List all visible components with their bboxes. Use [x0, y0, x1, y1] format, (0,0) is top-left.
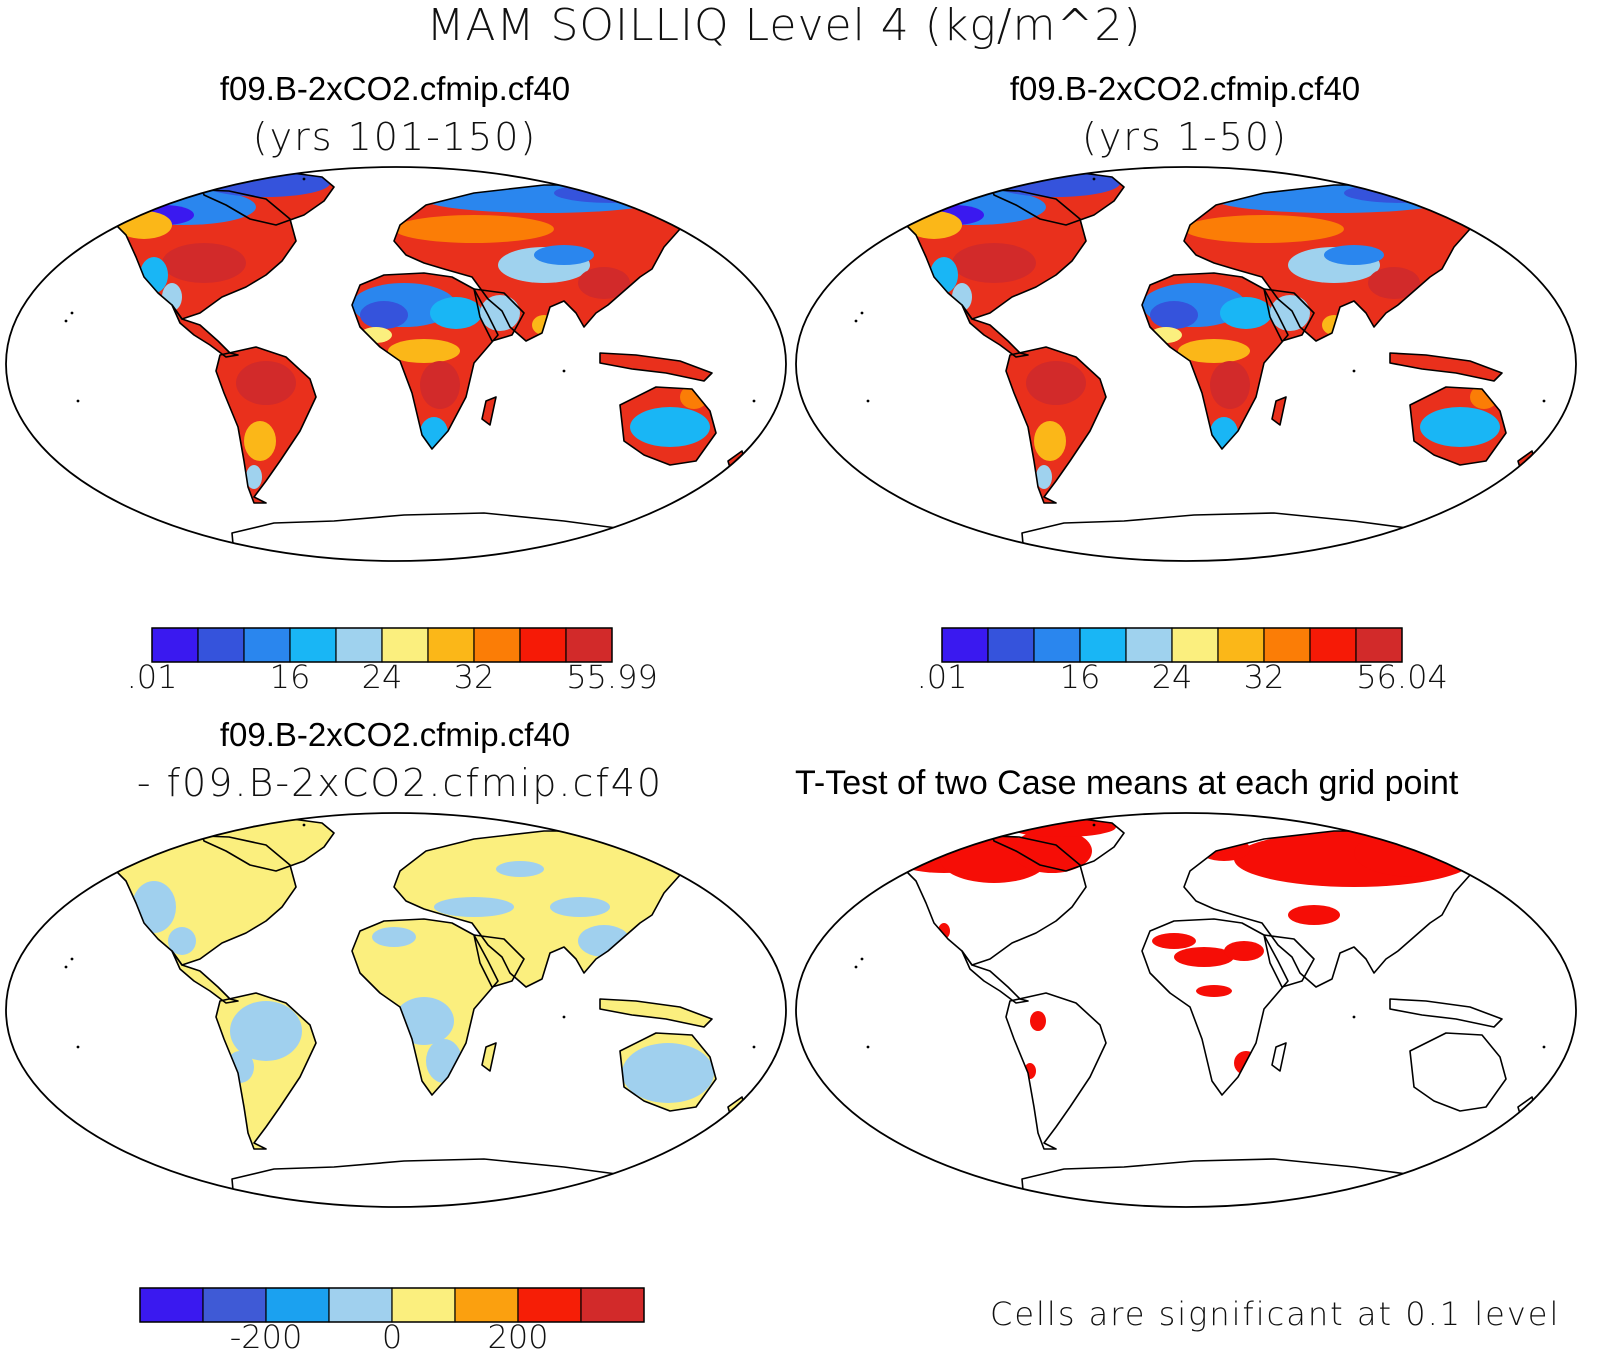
map-panel-2 [795, 166, 1577, 562]
panel3-subtitle: - f09.B-2xCO2.cfmip.cf40 [136, 761, 664, 805]
colorbar-tick-label: .01 [917, 658, 968, 696]
colorbar-swatch [335, 627, 383, 663]
colorbar-swatch [517, 1287, 582, 1323]
map-panel-4 [795, 812, 1577, 1208]
colorbar-swatch [941, 627, 989, 663]
page-title: MAM SOILLIQ Level 4 (kg/m^2) [426, 0, 1142, 51]
colorbar-swatch [289, 627, 337, 663]
colorbar-swatch [1171, 627, 1219, 663]
colorbar-swatch [1033, 627, 1081, 663]
colorbar-panel-2: .01 16 24 32 56.04 [917, 627, 1448, 696]
map-panel-3 [5, 812, 787, 1208]
colorbar-swatch [202, 1287, 267, 1323]
colorbar-swatch [197, 627, 245, 663]
colorbar-swatch [265, 1287, 330, 1323]
colorbar-swatch [1263, 627, 1311, 663]
panel2-title: f09.B-2xCO2.cfmip.cf40 [1009, 70, 1361, 107]
colorbar-swatch [1217, 627, 1265, 663]
colorbar-swatch [565, 627, 613, 663]
colorbar-tick-label: 24 [362, 658, 403, 696]
colorbar-tick-label: 16 [1060, 658, 1101, 696]
panel4-title: T-Test of two Case means at each grid po… [795, 764, 1459, 802]
colorbar-tick-label: -200 [230, 1318, 303, 1354]
colorbar-swatch [1125, 627, 1173, 663]
colorbar-swatch [473, 627, 521, 663]
colorbar-swatch [987, 627, 1035, 663]
colorbar-tick-label: 200 [487, 1318, 548, 1354]
colorbar-tick-label: .01 [127, 658, 178, 696]
colorbar-tick-label: 16 [270, 658, 311, 696]
map-border [795, 166, 1577, 562]
colorbar-tick-label: 56.04 [1356, 658, 1448, 696]
colorbar-swatch [391, 1287, 456, 1323]
colorbar-swatch [1079, 627, 1127, 663]
panel3-title: f09.B-2xCO2.cfmip.cf40 [219, 716, 571, 753]
colorbar-swatch [139, 1287, 204, 1323]
panel1-subtitle: (yrs 101-150) [252, 115, 538, 159]
panel2-subtitle: (yrs 1-50) [1082, 115, 1288, 159]
map-border [5, 166, 787, 562]
map-border [795, 812, 1577, 1208]
colorbar-swatch [328, 1287, 393, 1323]
colorbar-swatch [1355, 627, 1403, 663]
colorbar-swatch [243, 627, 291, 663]
map-panel-1 [5, 166, 787, 562]
colorbar-swatch [519, 627, 567, 663]
colorbar-swatch [151, 627, 199, 663]
panel1-title: f09.B-2xCO2.cfmip.cf40 [219, 70, 571, 107]
colorbar-swatch [427, 627, 475, 663]
colorbar-panel-3: -200 0 200 [139, 1287, 645, 1354]
colorbar-panel-1: .01 16 24 32 55.99 [127, 627, 658, 696]
colorbar-swatch [1309, 627, 1357, 663]
colorbar-tick-label: 0 [382, 1318, 402, 1354]
significance-note: Cells are significant at 0.1 level [990, 1295, 1561, 1333]
colorbar-swatch [580, 1287, 645, 1323]
colorbar-swatch [381, 627, 429, 663]
colorbar-swatch [454, 1287, 519, 1323]
colorbar-tick-label: 55.99 [566, 658, 658, 696]
colorbar-tick-label: 32 [454, 658, 495, 696]
colorbar-tick-label: 32 [1244, 658, 1285, 696]
map-border [5, 812, 787, 1208]
colorbar-tick-label: 24 [1152, 658, 1193, 696]
